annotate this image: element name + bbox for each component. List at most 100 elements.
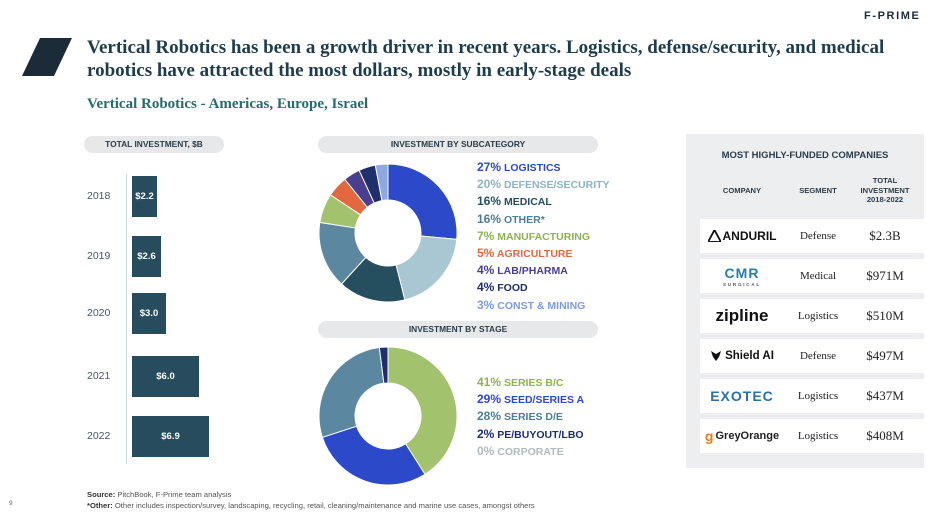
legend-percent: 2% xyxy=(477,426,495,441)
cmr-surgical-logo: CMR SURGICAL xyxy=(700,259,784,293)
legend-item: 4% LAB/PHARMA xyxy=(477,263,568,277)
legend-item: 29% SEED/SERIES A xyxy=(477,392,584,406)
companies-header: MOST HIGHLY-FUNDED COMPANIES xyxy=(721,150,889,161)
amount-cell: $408M xyxy=(866,428,904,443)
anduril-icon xyxy=(707,230,721,242)
subcategory-donut xyxy=(318,163,458,303)
svg-text:SURGICAL: SURGICAL xyxy=(723,282,761,287)
bar-axis-line xyxy=(126,174,127,464)
cmr-surgical-logo-mark: CMR SURGICAL xyxy=(723,265,761,287)
legend-percent: 16% xyxy=(477,194,502,209)
bar: $6.0 xyxy=(132,356,199,397)
other-note: *Other: Other includes inspection/survey… xyxy=(87,501,535,510)
legend-label: CORPORATE xyxy=(494,445,564,458)
legend-item: 41% SERIES B/C xyxy=(477,375,563,389)
legend-percent: 28% xyxy=(477,409,502,424)
exotec-logo: EXOTEC xyxy=(710,388,774,404)
legend-label: LAB/PHARMA xyxy=(494,265,568,278)
bar-year-label: 2019 xyxy=(87,250,111,262)
legend-percent: 4% xyxy=(477,280,495,295)
segment-cell: Logistics xyxy=(797,310,839,322)
company-row: zipline Logistics $510M xyxy=(700,299,924,333)
svg-text:CMR: CMR xyxy=(725,265,760,281)
legend-percent: 27% xyxy=(477,160,502,174)
legend-item: 2% PE/BUYOUT/LBO xyxy=(477,427,584,441)
brand-logo: F-PRIME xyxy=(864,10,921,22)
segment-cell: Medical xyxy=(799,270,837,282)
greyorange-icon: g xyxy=(704,428,714,444)
legend-percent: 3% xyxy=(477,297,495,312)
company-row: EXOTEC Logistics $437M xyxy=(700,379,924,413)
legend-percent: 5% xyxy=(477,246,495,260)
legend-label: OTHER* xyxy=(501,213,545,226)
amount-cell: $971M xyxy=(866,268,904,283)
legend-label: SERIES D/E xyxy=(501,411,563,424)
legend-percent: 0% xyxy=(477,443,495,458)
segment-cell: Logistics xyxy=(797,390,839,402)
legend-item: 7% MANUFACTURING xyxy=(477,229,590,243)
legend-percent: 4% xyxy=(477,263,495,278)
page-number: 9 xyxy=(9,500,13,507)
donut-slice xyxy=(318,346,385,438)
legend-percent: 41% xyxy=(477,375,502,389)
legend-percent: 29% xyxy=(477,392,502,407)
shield-ai-logo: Shield AI xyxy=(700,339,784,373)
slide-subtitle: Vertical Robotics - Americas, Europe, Is… xyxy=(87,96,369,112)
source-note: Source: PitchBook, F-Prime team analysis xyxy=(87,490,232,499)
bar-value-label: $2.2 xyxy=(135,191,154,202)
company-row: CMR SURGICAL Medical $971M xyxy=(700,259,924,293)
company-row: ANDURIL Defense $2.3B xyxy=(700,219,924,253)
bar: $3.0 xyxy=(132,293,166,334)
total-investment-title: TOTAL INVESTMENT, $B xyxy=(84,136,224,153)
col-total-header: TOTAL INVESTMENT 2018-2022 xyxy=(860,176,910,204)
legend-label: MANUFACTURING xyxy=(494,230,591,243)
amount-cell: $2.3B xyxy=(869,228,901,243)
bar-year-label: 2021 xyxy=(87,370,111,382)
legend-label: FOOD xyxy=(494,282,528,295)
company-row: g GreyOrange Logistics $408M xyxy=(700,419,924,453)
amount-cell: $510M xyxy=(866,308,904,323)
bar-year-label: 2018 xyxy=(87,190,111,202)
legend-item: 20% DEFENSE/SECURITY xyxy=(477,177,610,191)
bar-value-label: $2.6 xyxy=(137,251,156,262)
stage-chart-title: INVESTMENT BY STAGE xyxy=(318,321,598,338)
stage-donut xyxy=(318,346,458,486)
bar-year-label: 2022 xyxy=(87,430,111,442)
legend-item: 4% FOOD xyxy=(477,280,528,294)
legend-percent: 16% xyxy=(477,211,502,226)
legend-label: SEED/SERIES A xyxy=(501,394,585,407)
bar-year-label: 2020 xyxy=(87,307,111,319)
shield-ai-icon xyxy=(711,351,722,361)
legend-label: LOGISTICS xyxy=(501,162,561,174)
col-company-header: COMPANY xyxy=(722,186,762,195)
bar: $2.6 xyxy=(132,236,161,277)
donut-slice xyxy=(387,163,458,240)
bar-value-label: $6.0 xyxy=(156,371,175,382)
anduril-logo: ANDURIL xyxy=(700,219,784,253)
legend-item: 0% CORPORATE xyxy=(477,444,564,458)
slide-title: Vertical Robotics has been a growth driv… xyxy=(87,37,885,81)
donut-slice xyxy=(395,235,458,301)
subcategory-chart-title: INVESTMENT BY SUBCATEGORY xyxy=(318,136,598,153)
legend-item: 16% MEDICAL xyxy=(477,194,552,208)
donut-slice xyxy=(374,163,389,202)
donut-slice xyxy=(378,346,389,384)
bar: $2.2 xyxy=(132,176,157,217)
col-segment-header: SEGMENT xyxy=(799,186,837,195)
legend-label: AGRICULTURE xyxy=(494,248,573,260)
legend-label: CONST & MINING xyxy=(494,299,586,312)
zipline-logo: zipline xyxy=(715,306,769,325)
segment-cell: Logistics xyxy=(797,430,839,442)
slash-mark xyxy=(22,38,72,76)
legend-item: 5% AGRICULTURE xyxy=(477,246,573,260)
legend-percent: 20% xyxy=(477,177,502,192)
amount-cell: $437M xyxy=(866,388,904,403)
donut-slice xyxy=(321,425,426,486)
company-row: Shield AI Defense $497M xyxy=(700,339,924,373)
legend-percent: 7% xyxy=(477,228,495,243)
legend-label: PE/BUYOUT/LBO xyxy=(494,428,584,441)
bar: $6.9 xyxy=(132,416,209,457)
legend-item: 3% CONST & MINING xyxy=(477,298,585,312)
legend-item: 28% SERIES D/E xyxy=(477,409,563,423)
bar-value-label: $6.9 xyxy=(161,431,180,442)
